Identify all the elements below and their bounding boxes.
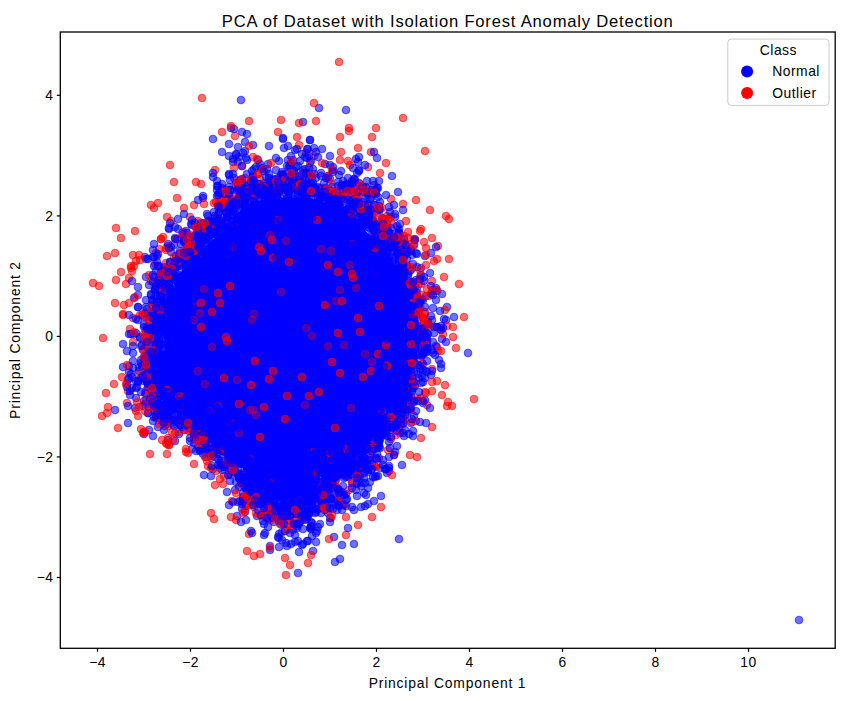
svg-text:Class: Class: [760, 42, 797, 58]
svg-text:−4: −4: [89, 654, 106, 670]
svg-text:Outlier: Outlier: [772, 85, 816, 101]
svg-text:Principal Component 1: Principal Component 1: [369, 675, 527, 691]
svg-text:2: 2: [45, 208, 53, 224]
svg-text:4: 4: [45, 87, 53, 103]
svg-text:Principal Component 2: Principal Component 2: [7, 261, 23, 419]
svg-text:PCA of Dataset with Isolation: PCA of Dataset with Isolation Forest Ano…: [222, 12, 674, 31]
svg-text:0: 0: [45, 328, 53, 344]
svg-text:10: 10: [740, 654, 756, 670]
svg-text:−2: −2: [37, 449, 54, 465]
svg-text:−4: −4: [37, 569, 54, 585]
svg-text:2: 2: [372, 654, 380, 670]
svg-text:4: 4: [465, 654, 473, 670]
svg-text:Normal: Normal: [772, 63, 820, 79]
svg-text:8: 8: [651, 654, 659, 670]
svg-text:6: 6: [558, 654, 566, 670]
svg-text:0: 0: [279, 654, 287, 670]
svg-text:−2: −2: [182, 654, 199, 670]
